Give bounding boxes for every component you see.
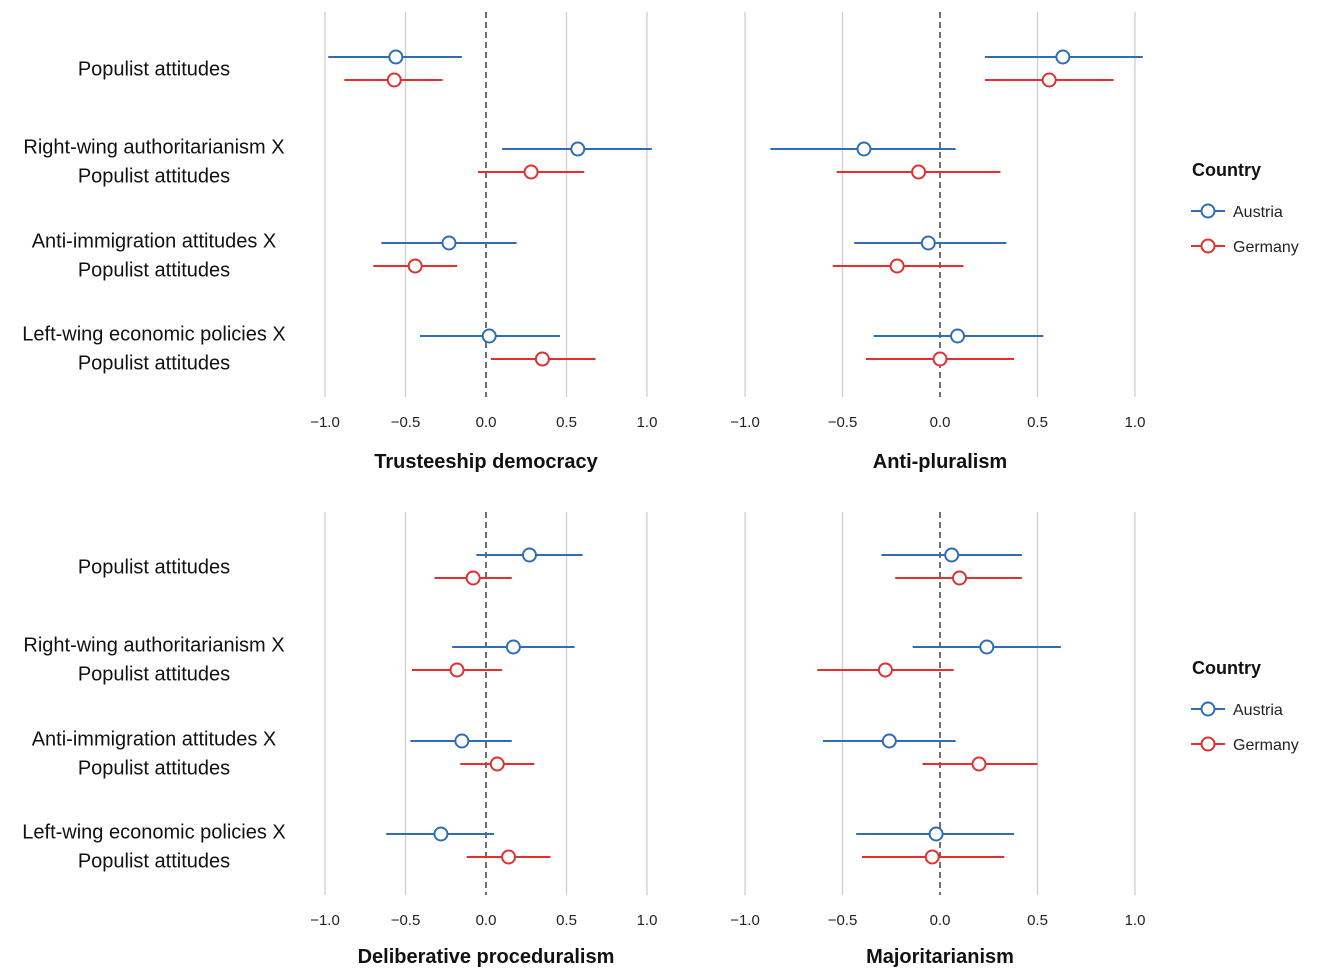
estimate-point-austria (928, 826, 944, 842)
estimate-point-germany (501, 849, 517, 865)
panel-title: Majoritarianism (866, 946, 1014, 968)
x-tick-label: −1.0 (310, 912, 340, 929)
x-tick-label: −1.0 (730, 414, 760, 431)
estimate-point-germany (465, 570, 481, 586)
estimate-point-germany (523, 164, 539, 180)
row-label: Populist attitudes (78, 166, 230, 188)
estimate-point-austria (881, 733, 897, 749)
x-tick-label: 1.0 (1125, 414, 1146, 431)
estimate-point-austria (441, 235, 457, 251)
x-tick-label: −1.0 (730, 912, 760, 929)
estimate-point-austria (521, 547, 537, 563)
estimate-point-austria (950, 328, 966, 344)
panel-title: Trusteeship democracy (374, 451, 598, 473)
estimate-point-germany (386, 72, 402, 88)
panel-anti-pluralism: −1.0 −0.5 0.0 0.5 1.0 Anti-pluralism (730, 12, 1145, 473)
legend-label: Germany (1233, 737, 1299, 754)
legend-item-austria: Austria (1191, 203, 1283, 221)
legend: Country Austria Germany (1191, 658, 1299, 754)
estimate-point-germany (924, 849, 940, 865)
panel-trusteeship-democracy: −1.0 −0.5 0.0 0.5 1.0 Trusteeship democracy (310, 12, 657, 473)
estimate-point-austria (433, 826, 449, 842)
row-label: Populist attitudes (78, 557, 230, 579)
legend-title: Country (1192, 160, 1261, 180)
estimate-point-austria (570, 141, 586, 157)
estimate-point-germany (1041, 72, 1057, 88)
legend-item-austria: Austria (1191, 701, 1283, 719)
row-label: Populist attitudes (78, 353, 230, 375)
x-tick-label: 1.0 (637, 912, 658, 929)
estimate-point-germany (449, 662, 465, 678)
row-label: Anti-immigration attitudes X (32, 231, 277, 253)
estimate-point-germany (889, 258, 905, 274)
x-tick-label: 0.0 (476, 414, 497, 431)
x-tick-label: 0.5 (1027, 912, 1048, 929)
estimate-point-austria (388, 49, 404, 65)
legend: Country Austria Germany (1191, 160, 1299, 256)
legend-label: Germany (1233, 239, 1299, 256)
legend-label: Austria (1233, 702, 1283, 719)
panel-majoritarianism: −1.0 −0.5 0.0 0.5 1.0 Majoritarianism (730, 512, 1145, 968)
estimate-point-austria (944, 547, 960, 563)
row-label: Populist attitudes (78, 260, 230, 282)
row-label: Populist attitudes (78, 59, 230, 81)
panel-title: Anti-pluralism (873, 451, 1007, 473)
row-label: Right-wing authoritarianism X (23, 635, 284, 657)
x-tick-label: 1.0 (1125, 912, 1146, 929)
x-tick-label: 0.5 (556, 912, 577, 929)
estimate-point-germany (952, 570, 967, 586)
estimate-point-germany (534, 351, 550, 367)
x-tick-label: 1.0 (637, 414, 658, 431)
legend-item-germany: Germany (1191, 736, 1299, 754)
x-tick-label: 0.0 (930, 414, 951, 431)
row-label: Populist attitudes (78, 851, 230, 873)
x-tick-label: −1.0 (310, 414, 340, 431)
x-tick-label: 0.5 (1027, 414, 1048, 431)
x-tick-label: 0.5 (556, 414, 577, 431)
row-label: Populist attitudes (78, 758, 230, 780)
legend-item-germany: Germany (1191, 238, 1299, 256)
estimate-point-austria (454, 733, 470, 749)
estimate-point-austria (1055, 49, 1071, 65)
x-tick-label: −0.5 (828, 912, 858, 929)
legend-label: Austria (1233, 204, 1283, 221)
panel-deliberative-proceduralism: −1.0 −0.5 0.0 0.5 1.0 Deliberative procedural… (310, 512, 657, 968)
estimate-point-austria (920, 235, 936, 251)
estimate-point-germany (407, 258, 423, 274)
legend-title: Country (1192, 658, 1261, 678)
estimate-point-germany (932, 351, 948, 367)
panel-title: Deliberative proceduralism (358, 946, 615, 968)
row-label: Left-wing economic policies X (22, 324, 285, 346)
row-label: Populist attitudes (78, 664, 230, 686)
estimate-point-austria (505, 639, 521, 655)
x-tick-label: −0.5 (391, 414, 421, 431)
estimate-point-germany (971, 756, 987, 772)
legend-swatch-point (1200, 736, 1216, 752)
estimate-point-austria (979, 639, 995, 655)
estimate-point-germany (877, 662, 893, 678)
x-tick-label: 0.0 (930, 912, 951, 929)
legend-swatch-point (1200, 203, 1216, 219)
estimate-point-austria (856, 141, 872, 157)
x-tick-label: −0.5 (828, 414, 858, 431)
x-tick-label: 0.0 (476, 912, 497, 929)
x-tick-label: −0.5 (391, 912, 421, 929)
legend-swatch-point (1200, 238, 1216, 254)
estimate-point-austria (481, 328, 497, 344)
row-label: Left-wing economic policies X (22, 822, 285, 844)
estimate-point-germany (489, 756, 505, 772)
estimate-point-germany (911, 164, 927, 180)
row-label: Anti-immigration attitudes X (32, 729, 277, 751)
legend-swatch-point (1200, 701, 1216, 717)
row-label: Right-wing authoritarianism X (23, 137, 284, 159)
